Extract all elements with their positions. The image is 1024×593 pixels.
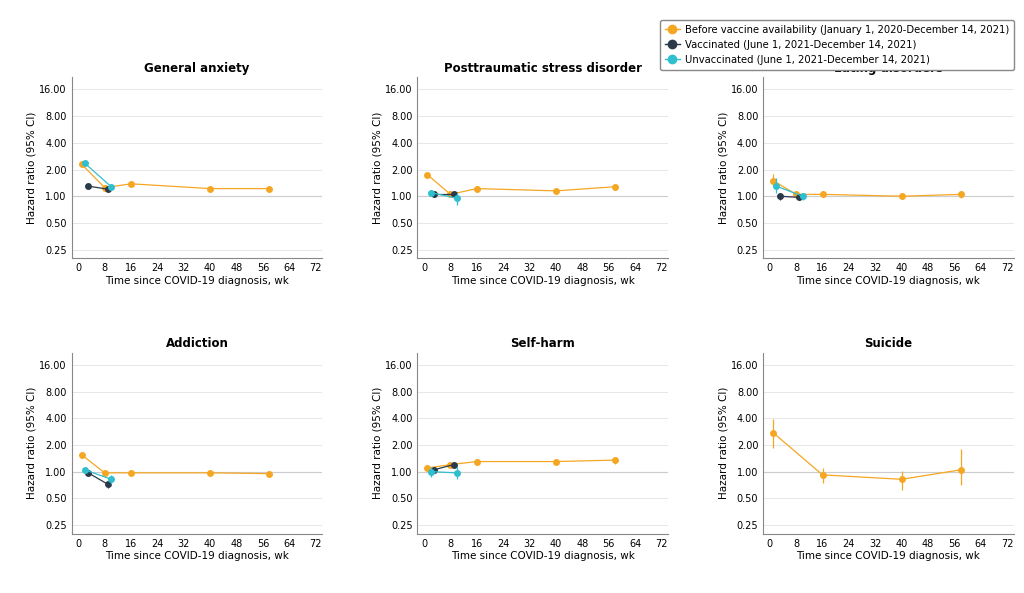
X-axis label: Time since COVID-19 diagnosis, wk: Time since COVID-19 diagnosis, wk [105, 551, 289, 562]
Title: Eating disorders: Eating disorders [834, 62, 943, 75]
X-axis label: Time since COVID-19 diagnosis, wk: Time since COVID-19 diagnosis, wk [105, 276, 289, 286]
Y-axis label: Hazard ratio (95% CI): Hazard ratio (95% CI) [27, 111, 37, 224]
X-axis label: Time since COVID-19 diagnosis, wk: Time since COVID-19 diagnosis, wk [797, 276, 980, 286]
Title: Self-harm: Self-harm [510, 337, 575, 350]
Title: Posttraumatic stress disorder: Posttraumatic stress disorder [443, 62, 642, 75]
Y-axis label: Hazard ratio (95% CI): Hazard ratio (95% CI) [27, 387, 37, 499]
Title: Suicide: Suicide [864, 337, 912, 350]
Title: Addiction: Addiction [166, 337, 228, 350]
Y-axis label: Hazard ratio (95% CI): Hazard ratio (95% CI) [718, 111, 728, 224]
Title: General anxiety: General anxiety [144, 62, 250, 75]
Legend: Before vaccine availability (January 1, 2020-December 14, 2021), Vaccinated (Jun: Before vaccine availability (January 1, … [659, 20, 1014, 70]
Y-axis label: Hazard ratio (95% CI): Hazard ratio (95% CI) [373, 111, 382, 224]
X-axis label: Time since COVID-19 diagnosis, wk: Time since COVID-19 diagnosis, wk [797, 551, 980, 562]
X-axis label: Time since COVID-19 diagnosis, wk: Time since COVID-19 diagnosis, wk [451, 276, 635, 286]
Y-axis label: Hazard ratio (95% CI): Hazard ratio (95% CI) [718, 387, 728, 499]
X-axis label: Time since COVID-19 diagnosis, wk: Time since COVID-19 diagnosis, wk [451, 551, 635, 562]
Y-axis label: Hazard ratio (95% CI): Hazard ratio (95% CI) [373, 387, 382, 499]
